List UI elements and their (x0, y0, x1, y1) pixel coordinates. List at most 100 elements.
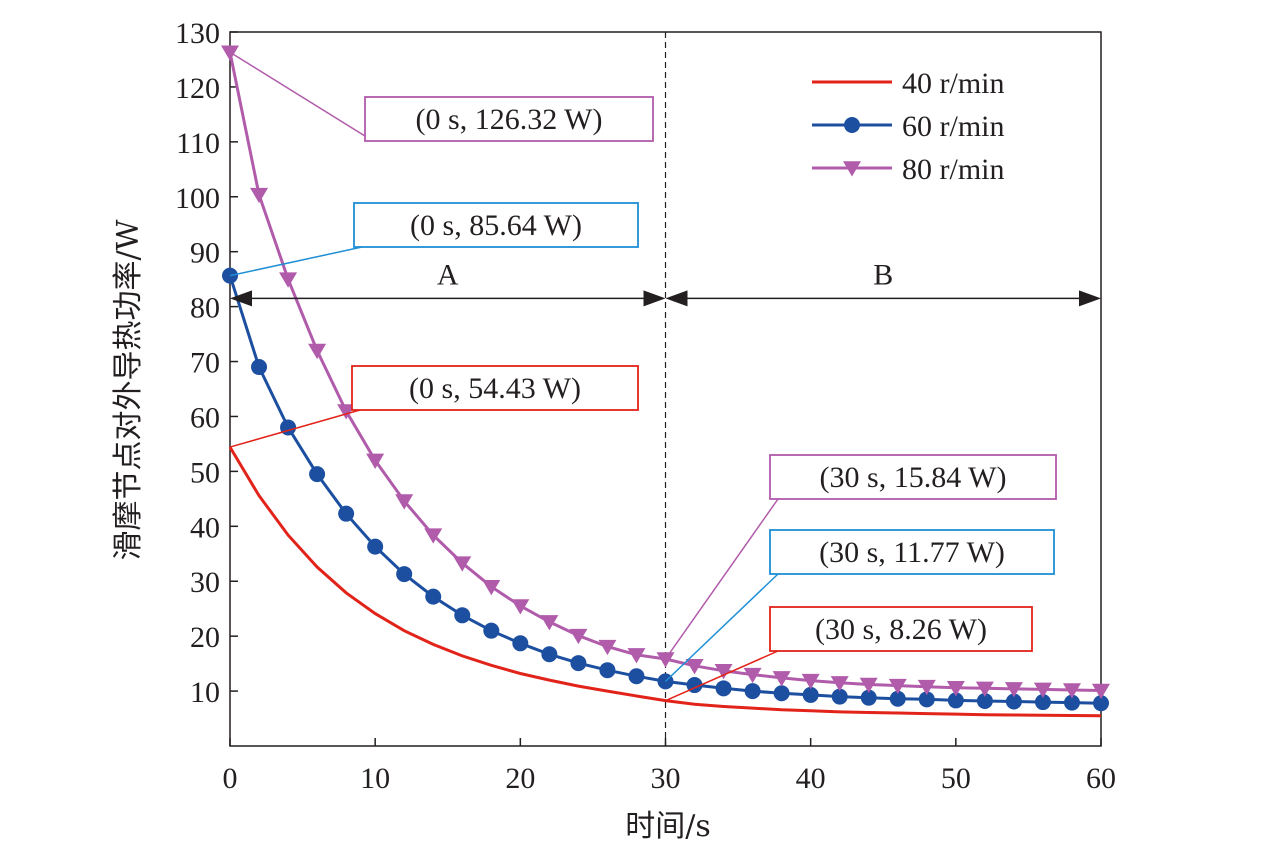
y-tick-label: 70 (190, 347, 220, 380)
series-marker (859, 677, 878, 694)
annotation-label: (0 s, 126.32 W) (416, 103, 603, 136)
annotation-callout: (30 s, 15.84 W) (664, 454, 1057, 660)
annotation-box (353, 202, 639, 248)
x-tick-label: 60 (1086, 762, 1116, 795)
annotation-label: (30 s, 15.84 W) (820, 461, 1007, 494)
series-marker (308, 343, 327, 360)
legend-item: 60 r/min (812, 110, 1005, 143)
series-marker (888, 678, 907, 695)
x-tick-label: 40 (796, 762, 826, 795)
y-tick-label: 90 (190, 237, 220, 270)
annotation-leader-line (229, 51, 374, 142)
region-arrow-head-right (643, 290, 666, 307)
legend: 40 r/min 60 r/min 80 r/min (812, 67, 1005, 186)
series-marker (1005, 693, 1022, 710)
legend-item: 80 r/min (812, 153, 1005, 186)
y-axis-title: 滑摩节点对外导热功率/W (111, 219, 146, 560)
region-arrow-head-left (665, 290, 688, 307)
x-axis-title: 时间/s (625, 809, 711, 844)
series-marker (598, 639, 617, 656)
series-marker (917, 679, 936, 696)
x-tick-label: 20 (505, 762, 535, 795)
annotation-callout: (30 s, 8.26 W) (665, 606, 1033, 702)
series-marker (685, 659, 704, 675)
series-marker (540, 615, 559, 631)
series-marker (627, 648, 646, 664)
annotation-callout: (0 s, 54.43 W) (229, 365, 639, 448)
series-marker (309, 466, 326, 483)
legend-label: 80 r/min (902, 153, 1005, 186)
series-marker (830, 676, 849, 692)
series-marker (338, 505, 355, 522)
series-marker (1063, 694, 1080, 711)
series-marker (279, 272, 298, 288)
series-marker (628, 668, 645, 685)
series-marker (918, 691, 935, 708)
series-marker (801, 673, 820, 690)
y-tick-label: 130 (175, 17, 220, 50)
region-label: A (437, 258, 459, 291)
annotation-leader-line (664, 498, 779, 660)
series-marker (541, 646, 558, 663)
series-marker (250, 187, 269, 204)
x-tick-label: 30 (651, 762, 681, 795)
x-axis-ticks: 0 10 20 30 40 50 60 (223, 738, 1116, 795)
series-marker (802, 686, 819, 703)
legend-label: 40 r/min (902, 67, 1005, 100)
series-marker (482, 579, 501, 596)
region-arrow-head-right (1079, 290, 1101, 307)
series-marker (569, 628, 588, 645)
series-marker (280, 419, 297, 436)
series-marker (454, 607, 471, 624)
y-tick-label: 110 (176, 127, 220, 160)
series-marker (425, 588, 442, 605)
annotation-label: (30 s, 11.77 W) (819, 536, 1005, 569)
series-marker (975, 681, 994, 697)
series-marker (1092, 683, 1110, 700)
y-tick-label: 30 (190, 566, 220, 599)
series-marker (396, 566, 413, 583)
annotation-box (769, 454, 1057, 500)
annotation-box (769, 529, 1055, 575)
legend-item: 40 r/min (812, 67, 1005, 100)
series-marker (1034, 694, 1051, 711)
series-marker (947, 692, 964, 709)
x-tick-label: 0 (223, 762, 238, 795)
series-marker (831, 688, 848, 705)
series-marker (221, 45, 239, 61)
series-marker (483, 622, 500, 639)
series-marker (512, 635, 529, 652)
series-marker (976, 692, 993, 709)
y-tick-label: 100 (175, 182, 220, 215)
series-marker (773, 685, 790, 702)
series-marker (424, 528, 443, 544)
x-tick-label: 50 (941, 762, 971, 795)
y-tick-label: 20 (190, 621, 220, 654)
annotation-leader-line (664, 573, 779, 682)
series-marker (366, 453, 385, 469)
series-marker (337, 404, 356, 420)
series-marker (946, 681, 965, 697)
series-marker (715, 680, 732, 697)
region-arrow-head-left (230, 290, 252, 307)
legend-swatch-marker (843, 161, 861, 177)
annotation-callout: (0 s, 126.32 W) (229, 51, 654, 142)
y-tick-label: 40 (190, 511, 220, 544)
series-marker (1062, 683, 1081, 699)
y-tick-label: 120 (175, 72, 220, 105)
x-tick-label: 10 (360, 762, 390, 795)
series-marker (714, 664, 733, 680)
y-tick-label: 50 (190, 456, 220, 489)
series-marker (1093, 695, 1109, 712)
series-marker (656, 652, 675, 668)
annotation-box (364, 96, 654, 142)
annotation-leader-line (229, 246, 363, 277)
series-60-r-min (222, 267, 1109, 712)
annotation-leader-line (229, 409, 361, 448)
series-marker (743, 667, 762, 684)
series-marker (599, 662, 616, 679)
annotations-layer: (0 s, 126.32 W) (0 s, 85.64 W) (0 s, 54.43… (229, 51, 1057, 702)
series-marker (395, 494, 414, 510)
